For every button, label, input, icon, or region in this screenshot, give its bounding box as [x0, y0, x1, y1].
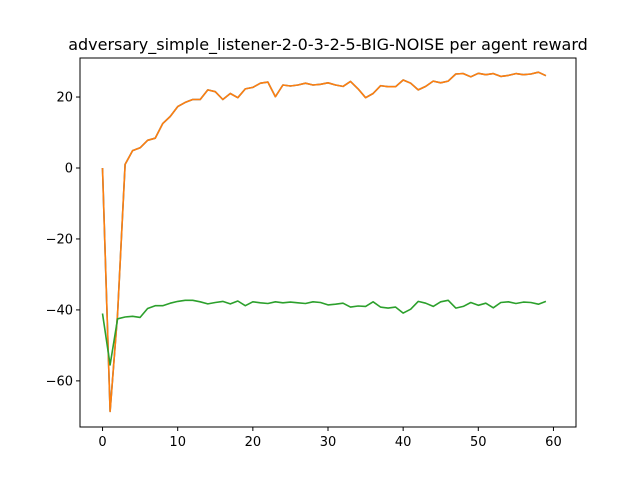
x-tick-label: 40 — [395, 435, 412, 450]
y-tick-label: −40 — [46, 303, 73, 318]
plot-area-frame — [79, 57, 577, 428]
x-tick-label: 10 — [169, 435, 186, 450]
x-tick-label: 0 — [98, 435, 106, 450]
x-tick-label: 20 — [245, 435, 262, 450]
x-tick-label: 30 — [320, 435, 337, 450]
chart-title: adversary_simple_listener-2-0-3-2-5-BIG-… — [68, 35, 588, 55]
ticks-layer: 0 10 20 30 40 50 60 −60 −40 −20 0 20 — [46, 91, 562, 450]
y-tick-label: −20 — [46, 232, 73, 247]
series-line-3 — [101, 299, 547, 366]
series-layer — [101, 71, 547, 413]
y-tick-label: 20 — [56, 91, 73, 106]
x-tick-label: 60 — [545, 435, 562, 450]
y-tick-label: −60 — [46, 374, 73, 389]
series-line-2 — [101, 71, 547, 413]
x-tick-label: 50 — [470, 435, 487, 450]
y-tick-label: 0 — [65, 161, 73, 176]
